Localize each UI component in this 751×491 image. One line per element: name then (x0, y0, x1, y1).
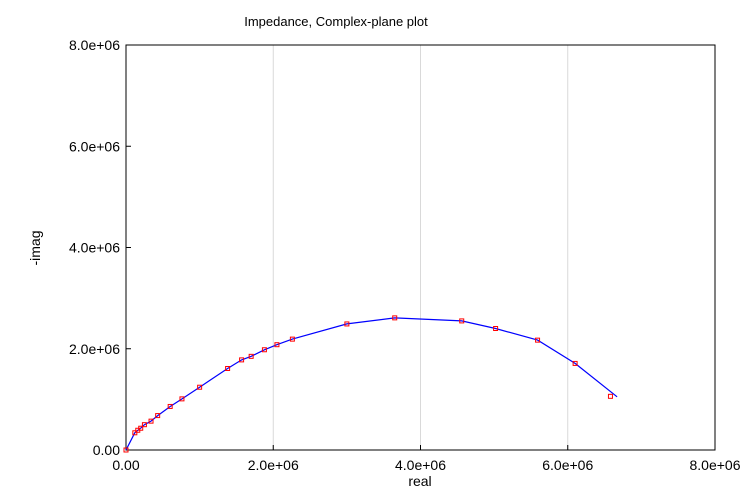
axis-ticks: 0.00 2.0e+06 4.0e+06 6.0e+06 8.0e+06 0.00 2.0e… (69, 37, 741, 473)
y-tick-label: 8.0e+06 (69, 37, 120, 53)
chart-title: Impedance, Complex-plane plot (244, 14, 428, 29)
data-point-marker (289, 336, 295, 342)
x-tick-label: 8.0e+06 (690, 457, 741, 473)
data-point-marker (132, 430, 138, 436)
data-point-marker (155, 413, 161, 419)
data-point-marker (459, 318, 465, 324)
grid-lines (272, 45, 569, 450)
data-point-marker (344, 321, 350, 327)
data-point-marker (225, 365, 231, 371)
data-point-marker (493, 326, 499, 331)
x-tick-label: 0.00 (112, 457, 139, 473)
data-point-marker (179, 396, 185, 402)
x-tick-label: 2.0e+06 (248, 457, 299, 473)
data-point-marker (535, 337, 541, 343)
data-point-marker (141, 422, 147, 428)
x-tick-label: 4.0e+06 (395, 457, 446, 473)
data-point-marker (607, 393, 613, 399)
data-point-marker (167, 403, 173, 409)
x-tick-label: 6.0e+06 (542, 457, 593, 473)
y-tick-label: 2.0e+06 (69, 341, 120, 357)
data-point-marker (261, 347, 267, 353)
data-point-marker (392, 315, 398, 321)
data-point-marker (123, 447, 129, 453)
data-point-marker (248, 353, 254, 359)
y-tick-label: 4.0e+06 (69, 240, 120, 256)
y-tick-label: 6.0e+06 (69, 138, 120, 154)
data-point-marker (138, 425, 144, 431)
data-point-marker (197, 384, 203, 390)
data-point-marker (148, 418, 154, 424)
data-series (123, 315, 618, 453)
data-point-marker (239, 357, 245, 363)
data-point-marker (274, 342, 280, 348)
data-point-marker (572, 360, 578, 366)
y-axis-title: -imag (27, 230, 43, 265)
y-tick-label: 0.00 (93, 442, 120, 458)
x-axis-title: real (408, 473, 431, 489)
